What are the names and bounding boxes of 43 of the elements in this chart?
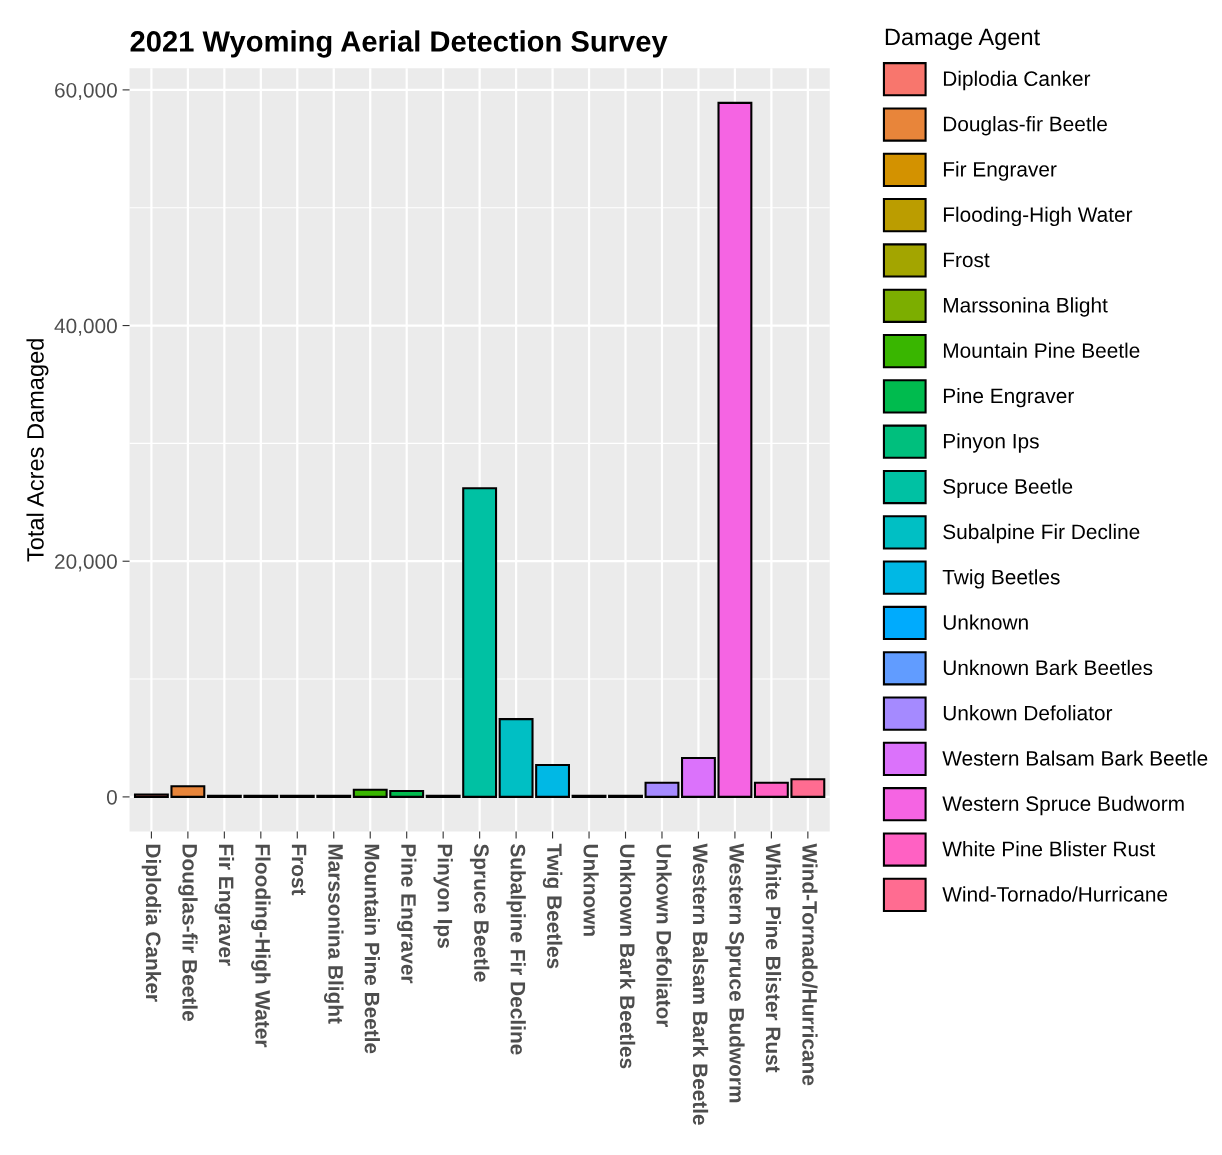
x-tick-label: Pine Engraver	[396, 844, 417, 984]
legend-label: Unkown Defoliator	[943, 705, 1113, 721]
x-tick-label: White Pine Blister Rust	[765, 843, 782, 1073]
legend-label: Twig Beetles	[942, 569, 1060, 589]
x-tick-label: Marssonina Blight	[324, 844, 344, 1024]
x-tick-label: Unknown	[583, 844, 599, 936]
legend-title: Damage Agent	[885, 28, 1040, 50]
x-tick-label: Fir Engraver	[214, 844, 235, 966]
x-tick-label: Western Balsam Bark Beetle	[692, 843, 709, 1125]
legend-label: Pine Engraver	[943, 387, 1074, 408]
y-axis-title: Total Acres Damaged	[26, 339, 49, 562]
legend-label: Pinyon Ips	[943, 433, 1039, 453]
x-tick-label: Twig Beetles	[542, 843, 563, 969]
y-tick-label: 0	[106, 789, 117, 805]
y-tick-label: 20,000	[55, 554, 117, 572]
x-tick-label: Mountain Pine Beetle	[364, 844, 380, 1054]
legend-label: Flooding-High Water	[943, 206, 1133, 227]
legend-label: Unknown Bark Beetles	[943, 659, 1153, 676]
y-tick-label: 40,000	[54, 318, 117, 336]
x-tick-label: Diplodia Canker	[141, 844, 162, 1002]
x-tick-label: Spruce Beetle	[469, 844, 490, 982]
x-tick-label: Unknown Bark Beetles	[619, 844, 636, 1069]
legend-label: Mountain Pine Beetle	[943, 342, 1140, 358]
x-tick-label: Pinyon Ips	[433, 844, 453, 948]
x-tick-label: Wind-Tornado/Hurricane	[802, 843, 818, 1086]
legend-label: Fir Engraver	[943, 161, 1057, 181]
chart-title: 2021 Wyoming Aerial Detection Survey	[130, 30, 668, 58]
legend-label: Western Spruce Budworm	[942, 795, 1184, 816]
legend-label: Subalpine Fir Decline	[943, 523, 1140, 544]
x-tick-label: Flooding-High Water	[251, 844, 271, 1048]
x-tick-label: Douglas-fir Beetle	[178, 844, 198, 1021]
y-tick-label: 60,000	[55, 82, 117, 101]
legend-label: Marssonina Blight	[943, 297, 1108, 317]
legend-label: Unknown	[943, 614, 1028, 630]
legend-label: Spruce Beetle	[943, 478, 1073, 498]
legend-label: Western Balsam Bark Beetle	[942, 750, 1208, 766]
legend-label: Frost	[943, 252, 990, 268]
x-tick-label: Unkown Defoliator	[656, 844, 672, 1028]
x-tick-label: Frost	[291, 844, 307, 896]
x-tick-label: Subalpine Fir Decline	[506, 844, 526, 1055]
x-tick-label: Western Spruce Budworm	[725, 843, 745, 1103]
legend-label: Douglas-fir Beetle	[943, 116, 1107, 136]
legend-label: Diplodia Canker	[943, 70, 1091, 91]
